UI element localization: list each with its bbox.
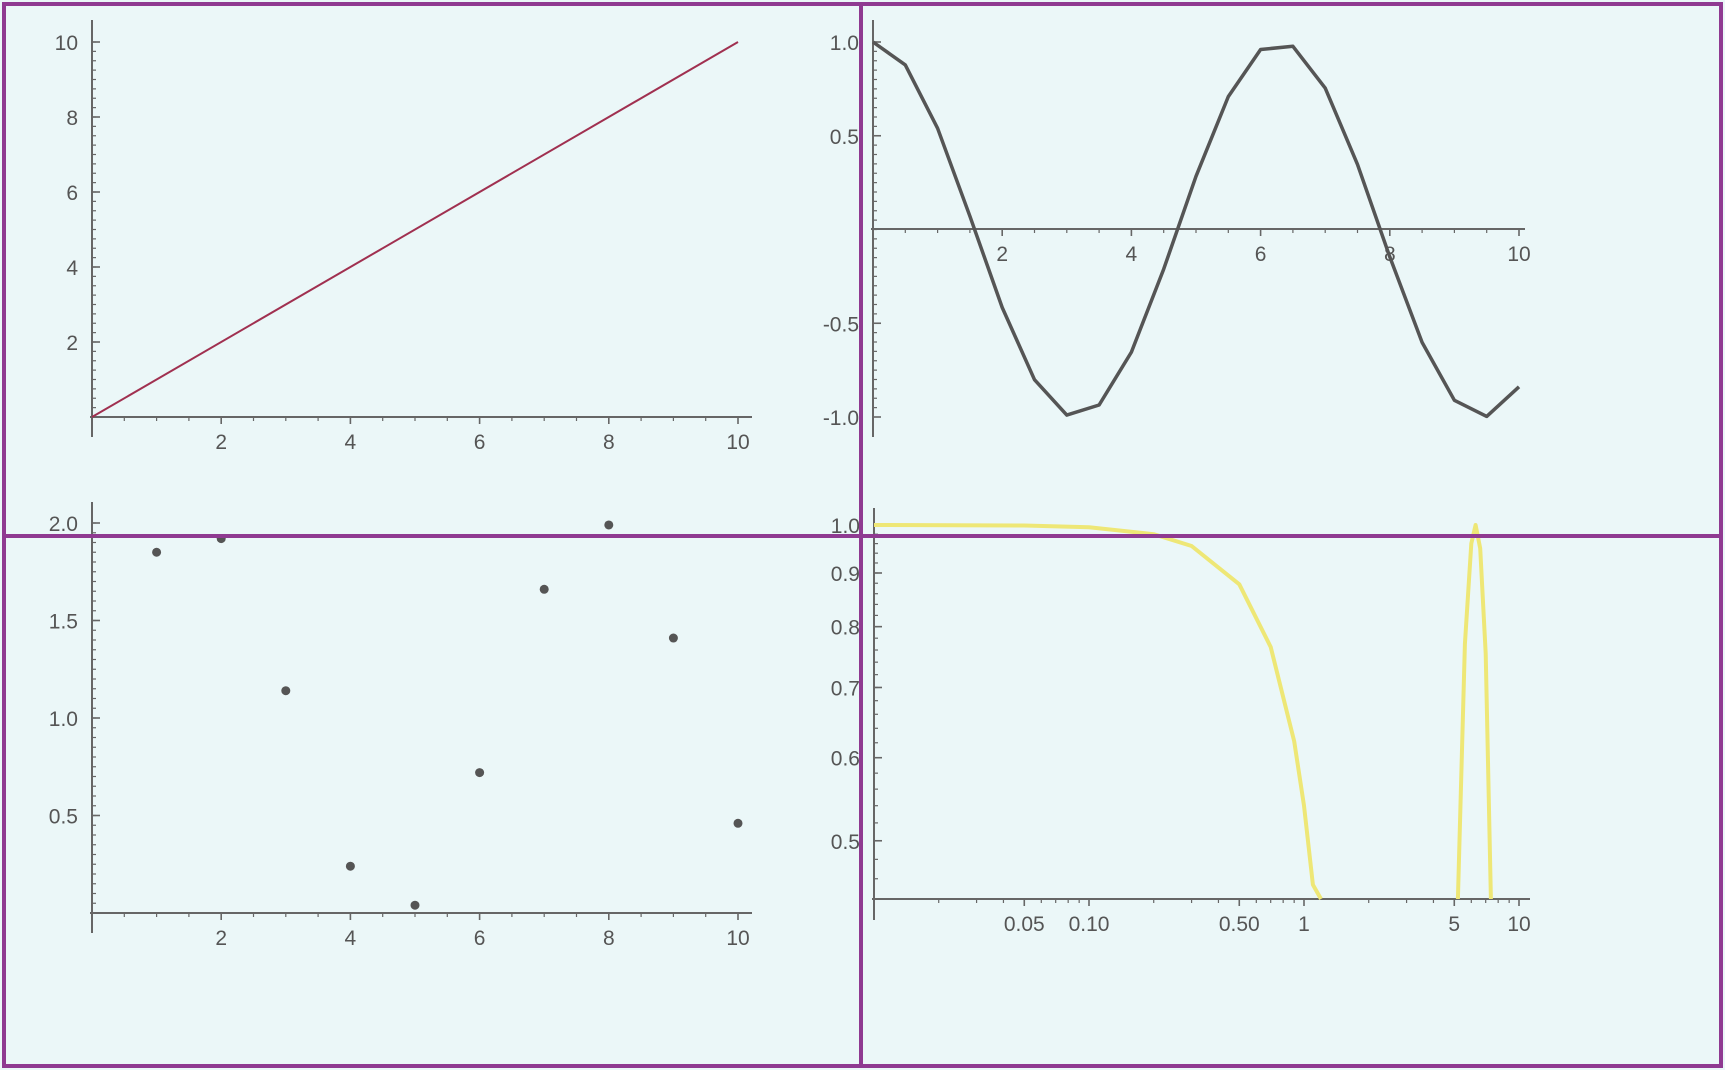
scatter-plot: 2 4 6 8 10 0.5 1.0 1.5 2.0 [49,502,752,950]
log-log-curve [1455,523,1493,900]
scatter-point [410,900,420,910]
scatter-point [475,768,485,778]
x-tick-label: 10 [1507,243,1530,266]
x-tick-label: 0.10 [1069,913,1110,936]
y-tick-label: 0.5 [830,126,859,149]
x-tick-label: 10 [726,927,749,950]
x-tick-label: 2 [996,243,1008,266]
scatter-point [281,686,291,696]
scatter-point [668,633,678,643]
y-tick-label: -0.5 [823,313,859,336]
y-tick-label: 0.7 [831,677,860,700]
panel-frame-bottom-right [859,534,1723,1068]
x-tick-label: 4 [345,927,357,950]
x-tick-label: 4 [345,431,357,454]
x-tick-label: 1 [1298,913,1310,936]
x-tick-label: 2 [215,431,227,454]
scatter-point [345,861,355,871]
y-tick-label: 0.9 [831,563,860,586]
scatter-point [733,818,743,828]
log-log-curve [873,523,1323,900]
x-tick-label: 8 [603,431,615,454]
scatter-point [152,547,162,557]
y-tick-label: -1.0 [823,407,859,430]
x-tick-label: 2 [215,927,227,950]
y-tick-label: 2 [66,332,78,355]
y-tick-label: 1.5 [49,611,78,634]
y-tick-label: 0.5 [49,806,78,829]
cosine-series-line [871,40,1521,419]
y-tick-label: 6 [66,182,78,205]
cosine-line-plot: 2 4 6 8 101.00.5-0.5-1.0 [823,20,1531,437]
x-tick-label: 4 [1126,243,1138,266]
y-tick-label: 1.0 [49,708,78,731]
y-tick-label: 4 [66,257,78,280]
x-tick-label: 0.05 [1004,913,1045,936]
x-tick-label: 6 [474,927,486,950]
linear-line-plot: 2 4 6 8 10 2 4 6 8 10 [55,20,752,454]
scatter-point [604,520,614,530]
y-tick-label: 8 [66,107,78,130]
y-tick-label: 0.6 [831,748,860,771]
y-tick-label: 2.0 [49,513,78,536]
x-tick-label: 0.50 [1219,913,1260,936]
x-tick-label: 5 [1448,913,1460,936]
x-tick-label: 8 [603,927,615,950]
x-tick-label: 6 [1255,243,1267,266]
y-tick-label: 1.0 [830,32,859,55]
x-tick-label: 6 [474,431,486,454]
y-tick-label: 1.0 [831,515,860,538]
y-tick-label: 0.8 [831,617,860,640]
linear-series-line [91,41,739,418]
y-tick-label: 0.5 [831,831,860,854]
log-log-plot: 0.05 0.10 0.50 1 5 10 1.0 0.9 0.8 0.7 0.6 0.5 [831,508,1531,936]
scatter-point [539,584,549,594]
x-tick-label: 10 [1507,913,1530,936]
y-tick-label: 10 [55,32,78,55]
x-tick-label: 10 [726,431,749,454]
